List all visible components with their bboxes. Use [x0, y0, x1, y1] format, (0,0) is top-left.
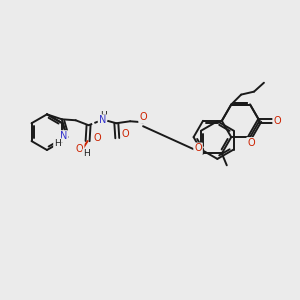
Text: O: O: [76, 144, 83, 154]
Text: O: O: [122, 129, 129, 139]
Text: H: H: [54, 139, 61, 148]
Text: H: H: [100, 111, 107, 120]
Text: O: O: [139, 112, 147, 122]
Text: O: O: [247, 138, 255, 148]
Text: N: N: [60, 131, 67, 141]
Text: N: N: [99, 115, 106, 125]
Text: H: H: [83, 149, 90, 158]
Text: O: O: [194, 143, 202, 154]
Text: O: O: [94, 133, 101, 143]
Text: O: O: [274, 116, 281, 126]
